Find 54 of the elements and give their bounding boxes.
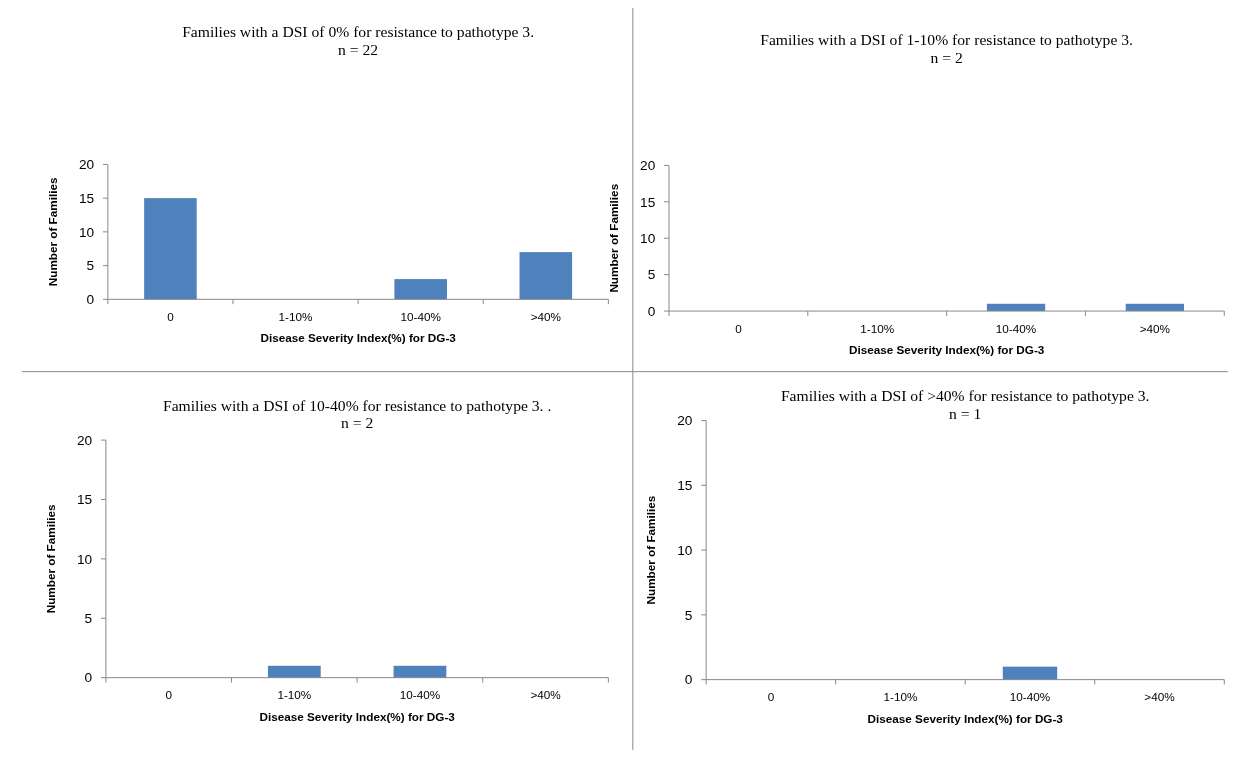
y-tick-label: 10	[640, 231, 656, 247]
y-tick-label: 5	[86, 258, 95, 274]
chart-subtitle: n = 22	[338, 40, 379, 58]
y-tick-label: 20	[78, 157, 95, 173]
chart-subtitle: n = 1	[949, 404, 982, 422]
x-tick-label: 0	[167, 309, 175, 323]
y-tick-label: 10	[78, 224, 95, 240]
x-tick-label: >40%	[1139, 321, 1171, 335]
y-tick-label: 15	[76, 492, 93, 508]
x-tick-label: 1-10%	[883, 690, 918, 704]
x-tick-label: >40%	[530, 688, 561, 702]
y-tick-label: 10	[677, 542, 693, 558]
chart-subtitle: n = 2	[930, 48, 963, 66]
x-axis-title: Disease Severity Index(%) for DG-3	[848, 343, 1045, 357]
x-tick-label: 10-40%	[995, 321, 1037, 335]
x-tick-label: 10-40%	[1009, 690, 1051, 704]
x-tick-label: >40%	[530, 309, 561, 323]
x-tick-label: 1-10%	[278, 309, 313, 323]
y-axis-title: Number of Families	[607, 183, 621, 293]
x-axis-title: Disease Severity Index(%) for DG-3	[867, 711, 1064, 725]
x-tick-label: 0	[767, 690, 775, 704]
chart-title: Families with a DSI of >40% for resistance to pathotype 3.	[780, 387, 1150, 404]
x-axis-title: Disease Severity Index(%) for DG-3	[259, 709, 456, 723]
y-tick-label: 15	[677, 478, 693, 494]
chart-title: Families with a DSI of 1-10% for resistance to pathotype 3.	[760, 31, 1134, 49]
y-axis-title: Number of Families	[644, 495, 658, 605]
y-tick-label: 5	[84, 611, 93, 627]
bar	[394, 279, 447, 300]
x-tick-label: 10-40%	[400, 309, 441, 323]
y-tick-label: 20	[640, 158, 656, 174]
y-tick-label: 5	[647, 267, 656, 283]
y-tick-label: 5	[684, 607, 693, 623]
y-tick-label: 20	[677, 413, 693, 429]
y-tick-label: 0	[684, 672, 693, 688]
x-axis-title: Disease Severity Index(%) for DG-3	[260, 331, 457, 345]
y-tick-label: 10	[76, 551, 93, 567]
x-tick-label: >40%	[1144, 690, 1175, 704]
x-tick-label: 0	[735, 321, 743, 335]
y-tick-label: 15	[640, 194, 656, 210]
bar	[519, 252, 573, 300]
y-tick-label: 0	[84, 670, 93, 686]
bar	[144, 198, 197, 300]
y-tick-label: 20	[76, 432, 93, 448]
x-tick-label: 0	[165, 688, 173, 702]
x-tick-label: 1-10%	[860, 321, 895, 335]
x-tick-label: 10-40%	[399, 688, 441, 702]
chart-title: Families with a DSI of 10-40% for resistance to pathotype 3. .	[162, 396, 552, 414]
chart-title: Families with a DSI of 0% for resistance to pathotype 3.	[182, 23, 535, 41]
y-axis-title: Number of Families	[46, 177, 60, 287]
y-tick-label: 15	[78, 190, 95, 206]
y-axis-title: Number of Families	[44, 504, 58, 614]
y-tick-label: 0	[86, 292, 95, 308]
chart-subtitle: n = 2	[341, 414, 374, 432]
x-tick-label: 1-10%	[277, 688, 312, 702]
